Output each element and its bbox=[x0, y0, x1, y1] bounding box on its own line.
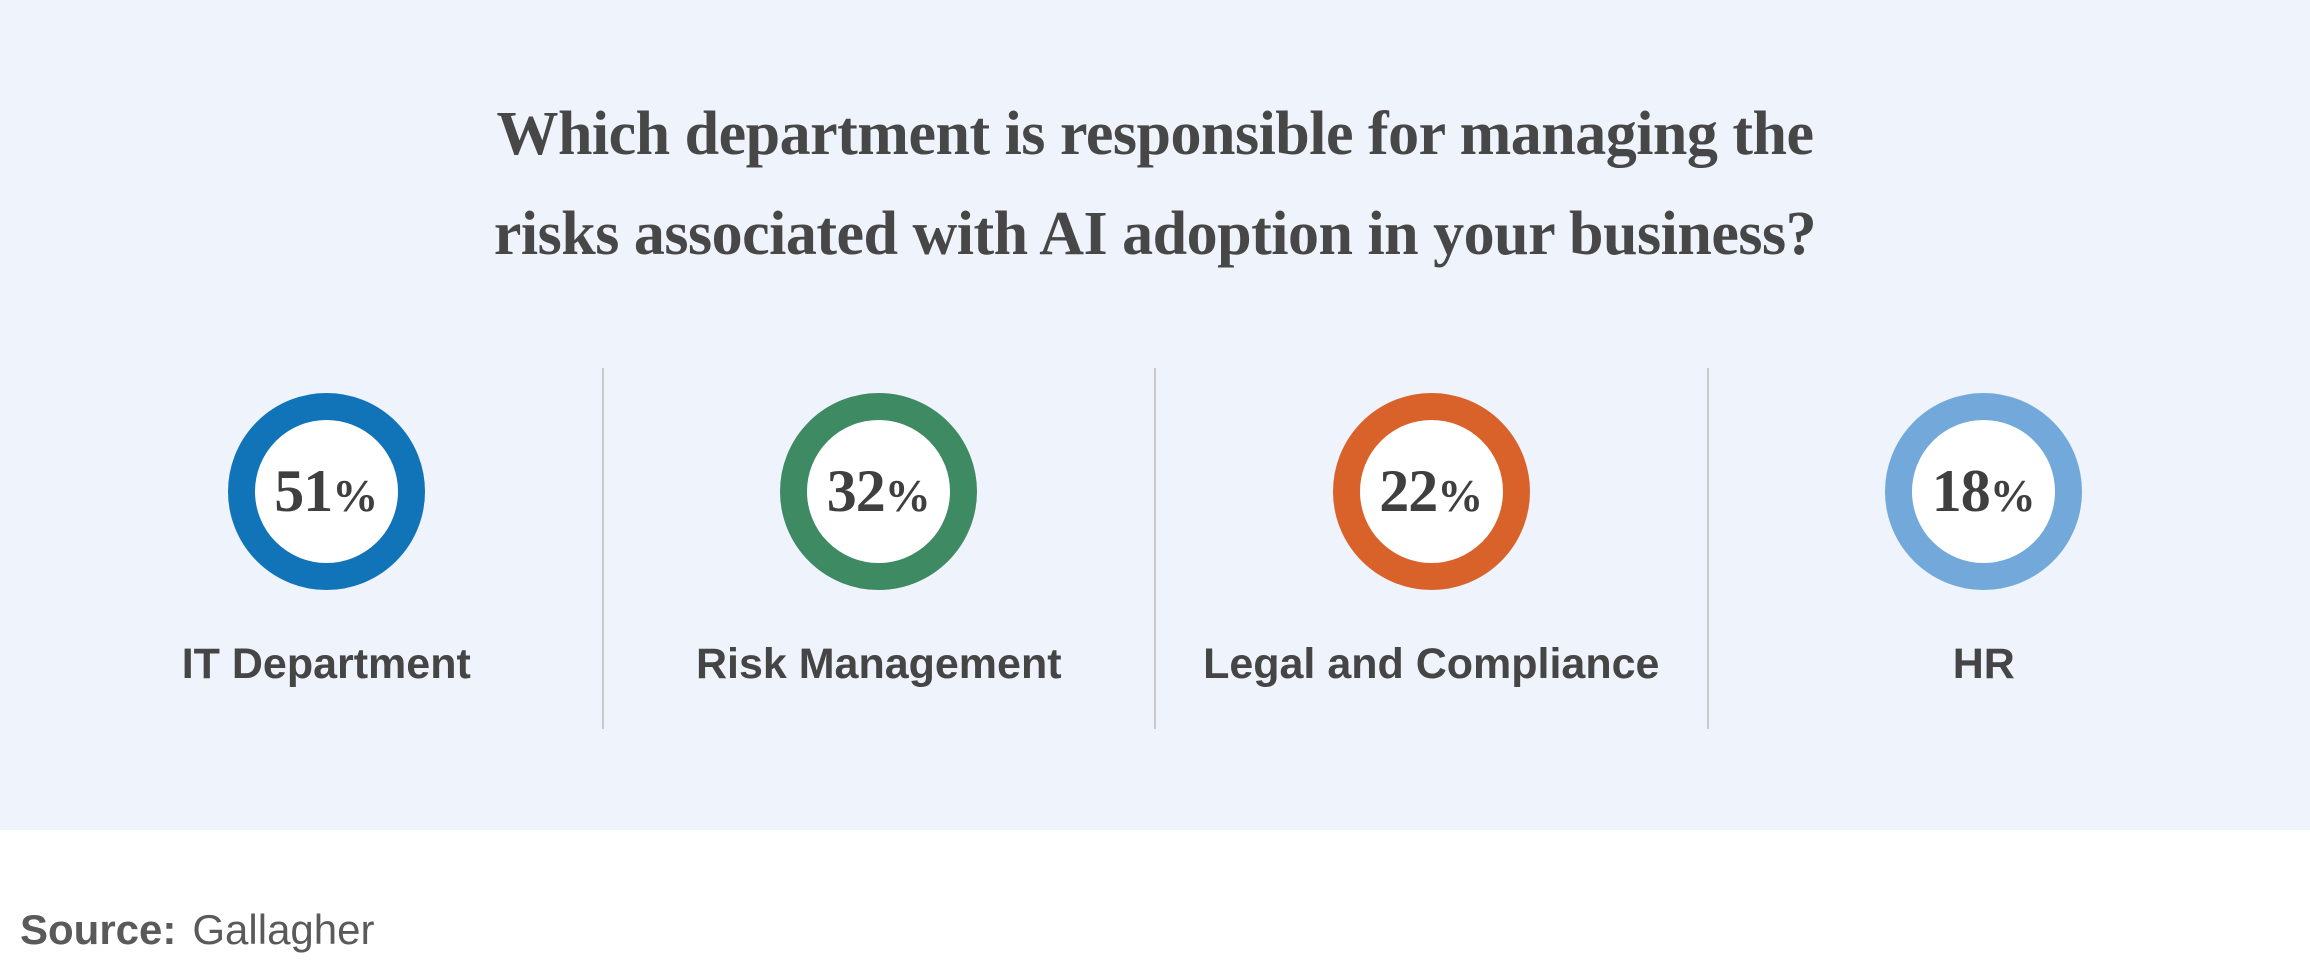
percent-sign: % bbox=[1437, 470, 1484, 521]
chart-title: Which department is responsible for mana… bbox=[0, 0, 2310, 284]
infographic-panel: Which department is responsible for mana… bbox=[0, 0, 2310, 830]
stat-value-number: 22 bbox=[1379, 458, 1438, 524]
stat-circle-it-department: 51% bbox=[227, 393, 425, 590]
stat-value-number: 32 bbox=[826, 458, 886, 524]
stat-label: HR bbox=[1952, 640, 2015, 688]
stat-value: 18% bbox=[1932, 457, 2036, 526]
stats-row: 51% IT Department 32% Risk Management 22… bbox=[51, 368, 2259, 729]
source-value: Gallagher bbox=[192, 906, 375, 953]
column-divider bbox=[601, 368, 604, 729]
percent-sign: % bbox=[884, 470, 931, 521]
stat-column-it-department: 51% IT Department bbox=[51, 368, 602, 689]
chart-title-line-2: risks associated with AI adoption in you… bbox=[493, 200, 1817, 268]
stat-circle-legal-and-compliance: 22% bbox=[1332, 393, 1530, 590]
source-row: Source: Gallagher bbox=[0, 830, 2310, 954]
column-divider bbox=[1706, 368, 1709, 729]
stat-value-number: 18 bbox=[1931, 458, 1991, 524]
stat-value: 51% bbox=[274, 457, 378, 526]
stat-value: 22% bbox=[1379, 457, 1483, 526]
stat-circle-risk-management: 32% bbox=[780, 393, 978, 590]
source-label: Source: bbox=[20, 906, 177, 953]
stat-value-number: 51 bbox=[274, 458, 333, 524]
stat-circle-hr: 18% bbox=[1885, 393, 2083, 590]
column-divider bbox=[1154, 368, 1156, 729]
stat-column-legal-and-compliance: 22% Legal and Compliance bbox=[1156, 368, 1707, 689]
stat-column-risk-management: 32% Risk Management bbox=[604, 368, 1155, 689]
stat-label: Legal and Compliance bbox=[1203, 640, 1660, 688]
stat-column-hr: 18% HR bbox=[1709, 368, 2260, 689]
percent-sign: % bbox=[1989, 470, 2036, 521]
stat-label: Risk Management bbox=[695, 640, 1062, 688]
stat-label: IT Department bbox=[181, 640, 471, 688]
stat-value: 32% bbox=[827, 457, 931, 526]
chart-title-line-1: Which department is responsible for mana… bbox=[496, 100, 1814, 168]
percent-sign: % bbox=[332, 470, 379, 521]
